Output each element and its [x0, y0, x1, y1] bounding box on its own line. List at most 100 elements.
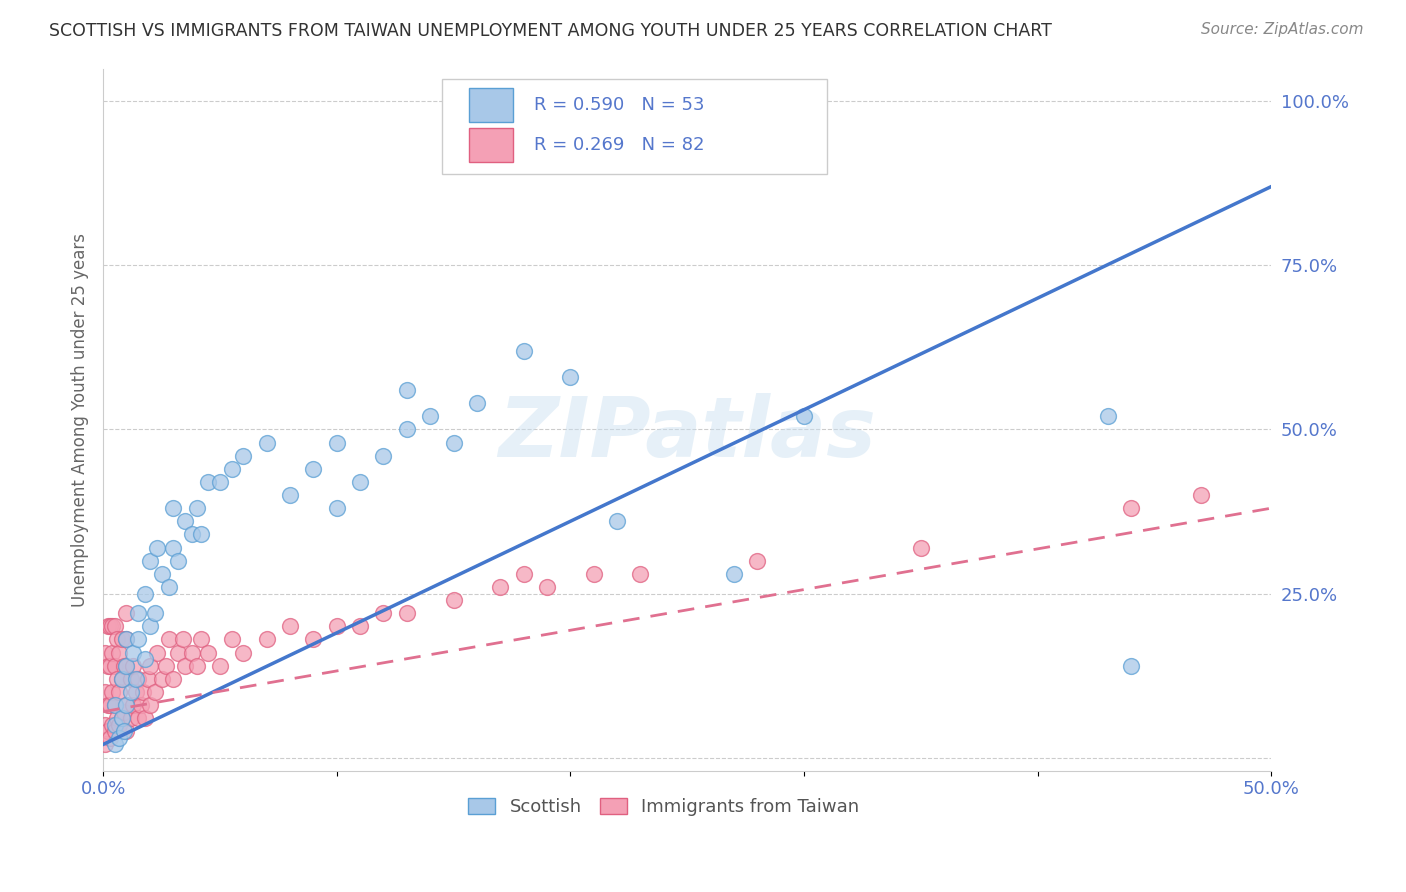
Point — [150, 566, 173, 581]
Point — [104, 718, 127, 732]
Point — [111, 672, 134, 686]
Point — [108, 731, 131, 745]
Point — [349, 619, 371, 633]
Point — [112, 724, 135, 739]
Point — [157, 580, 180, 594]
Point — [94, 685, 117, 699]
Point — [115, 658, 138, 673]
Point — [111, 711, 134, 725]
Point — [1189, 488, 1212, 502]
Point — [108, 646, 131, 660]
Point — [373, 606, 395, 620]
FancyBboxPatch shape — [468, 128, 513, 161]
Point — [97, 724, 120, 739]
Point — [232, 449, 254, 463]
Point — [146, 541, 169, 555]
Point — [127, 672, 149, 686]
Point — [134, 711, 156, 725]
Point — [278, 488, 301, 502]
Point — [127, 632, 149, 647]
Point — [278, 619, 301, 633]
Point — [395, 383, 418, 397]
Point — [104, 724, 127, 739]
Point — [747, 554, 769, 568]
Point — [111, 672, 134, 686]
Point — [127, 606, 149, 620]
Point — [94, 646, 117, 660]
Point — [122, 646, 145, 660]
Point — [162, 541, 184, 555]
Text: R = 0.269   N = 82: R = 0.269 N = 82 — [534, 136, 704, 153]
Point — [97, 658, 120, 673]
Point — [186, 501, 208, 516]
Point — [443, 593, 465, 607]
Point — [150, 672, 173, 686]
Point — [98, 619, 121, 633]
Point — [256, 435, 278, 450]
Point — [101, 685, 124, 699]
Point — [910, 541, 932, 555]
Point — [606, 514, 628, 528]
Point — [256, 632, 278, 647]
Point — [105, 711, 128, 725]
Point — [101, 646, 124, 660]
Point — [129, 698, 152, 712]
Point — [104, 698, 127, 712]
Point — [208, 475, 231, 489]
Y-axis label: Unemployment Among Youth under 25 years: Unemployment Among Youth under 25 years — [72, 233, 89, 607]
Point — [122, 698, 145, 712]
Point — [134, 652, 156, 666]
Point — [512, 343, 534, 358]
FancyBboxPatch shape — [441, 79, 827, 174]
Point — [793, 409, 815, 424]
Point — [143, 685, 166, 699]
Point — [108, 718, 131, 732]
Point — [628, 566, 651, 581]
Point — [180, 527, 202, 541]
Point — [115, 606, 138, 620]
Point — [94, 718, 117, 732]
Text: SCOTTISH VS IMMIGRANTS FROM TAIWAN UNEMPLOYMENT AMONG YOUTH UNDER 25 YEARS CORRE: SCOTTISH VS IMMIGRANTS FROM TAIWAN UNEMP… — [49, 22, 1052, 40]
Point — [104, 619, 127, 633]
Point — [115, 698, 138, 712]
Point — [536, 580, 558, 594]
Point — [1097, 409, 1119, 424]
Point — [395, 422, 418, 436]
Point — [139, 698, 162, 712]
Point — [512, 566, 534, 581]
Point — [98, 731, 121, 745]
Point — [115, 658, 138, 673]
FancyBboxPatch shape — [468, 88, 513, 122]
Point — [125, 685, 148, 699]
Point — [97, 619, 120, 633]
Point — [173, 658, 195, 673]
Point — [325, 501, 347, 516]
Point — [208, 658, 231, 673]
Legend: Scottish, Immigrants from Taiwan: Scottish, Immigrants from Taiwan — [458, 789, 869, 825]
Point — [105, 632, 128, 647]
Point — [112, 705, 135, 719]
Point — [143, 606, 166, 620]
Point — [190, 527, 212, 541]
Point — [115, 724, 138, 739]
Point — [108, 685, 131, 699]
Point — [112, 658, 135, 673]
Point — [101, 718, 124, 732]
Point — [373, 449, 395, 463]
Point — [111, 711, 134, 725]
Point — [122, 658, 145, 673]
Point — [101, 619, 124, 633]
Point — [115, 632, 138, 647]
Point — [172, 632, 194, 647]
Point — [136, 672, 159, 686]
Point — [104, 698, 127, 712]
Point — [167, 554, 190, 568]
Point — [302, 632, 325, 647]
Point — [120, 685, 142, 699]
Point — [167, 646, 190, 660]
Point — [1119, 658, 1142, 673]
Point — [221, 632, 243, 647]
Point — [465, 396, 488, 410]
Point — [97, 698, 120, 712]
Point — [115, 632, 138, 647]
